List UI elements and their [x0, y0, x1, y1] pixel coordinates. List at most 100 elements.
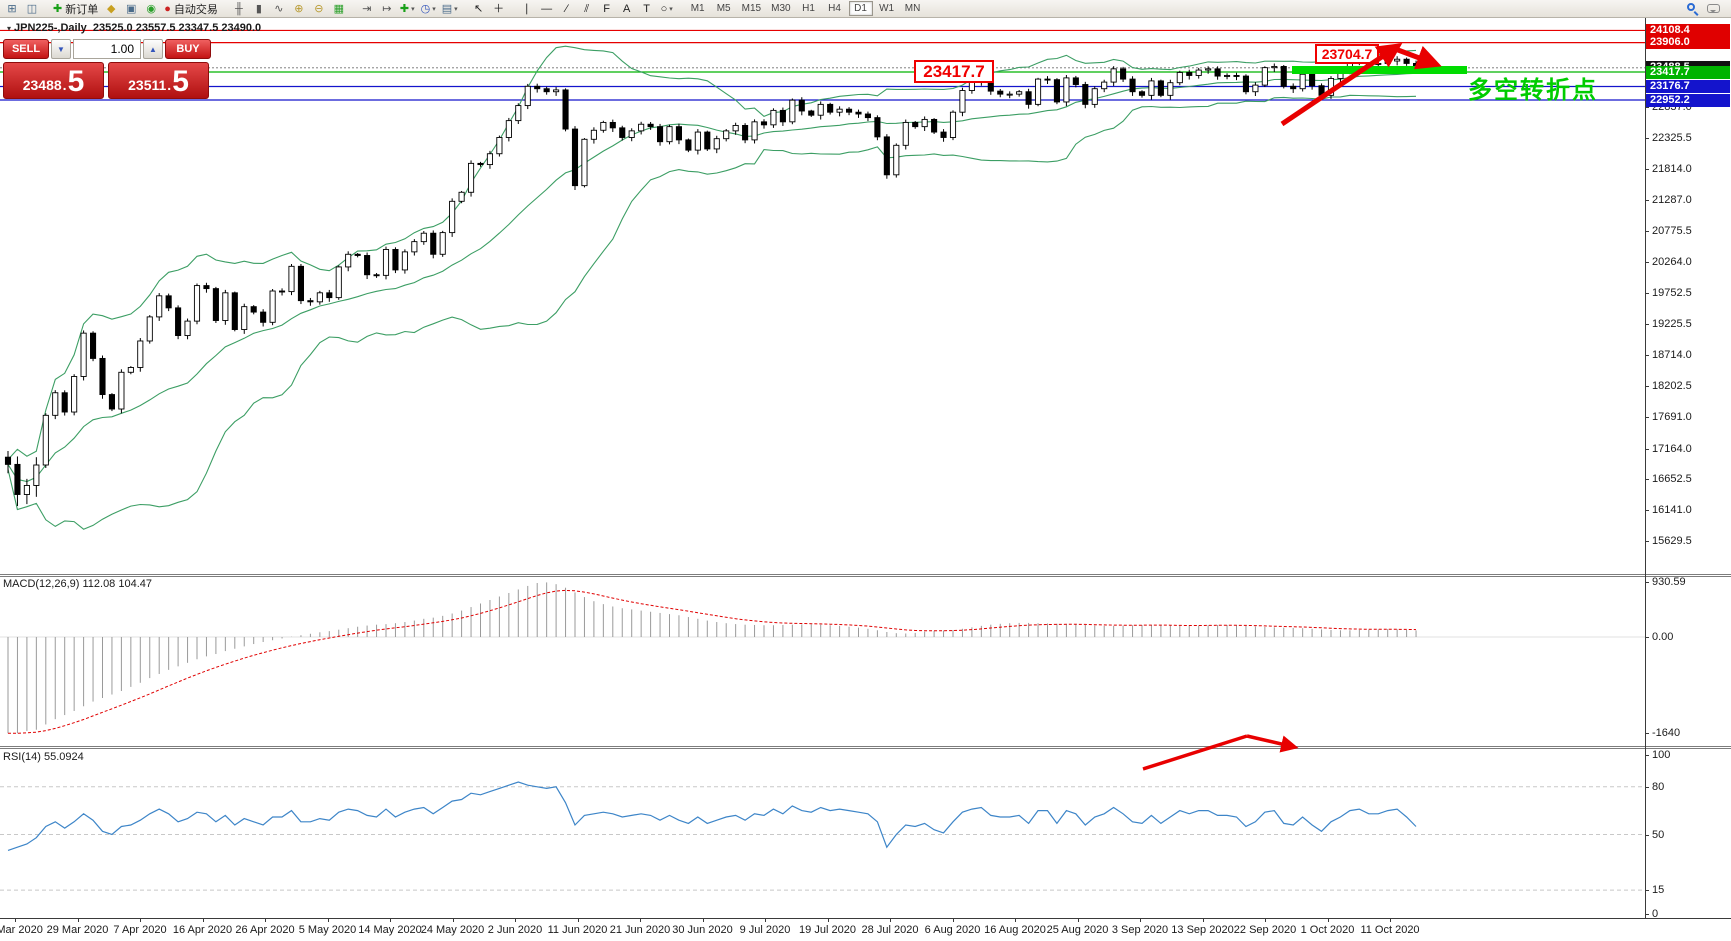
- price-tick-18714.0: 18714.0: [1652, 349, 1692, 362]
- candle-body: [1025, 91, 1032, 105]
- date-tick: [1077, 918, 1079, 922]
- candle-body: [619, 127, 626, 138]
- date-tick: [327, 918, 329, 922]
- fibonacci-icon[interactable]: F: [598, 1, 616, 17]
- crosshair-icon[interactable]: ＋: [490, 1, 508, 17]
- zoom-out-icon[interactable]: ⊖: [310, 1, 328, 17]
- date-label-11-Oct-2020: 11 Oct 2020: [1360, 924, 1420, 936]
- candle-body: [496, 137, 503, 155]
- date-tick: [140, 918, 141, 922]
- pane-separator-rsi[interactable]: [0, 746, 1731, 749]
- sell-price-panel[interactable]: 23488 . 5: [3, 62, 104, 99]
- search-icon[interactable]: [1684, 1, 1702, 17]
- sell-button[interactable]: SELL: [3, 39, 49, 59]
- timeframe-m30[interactable]: M30: [771, 3, 791, 14]
- main-chart-canvas[interactable]: [0, 18, 1645, 574]
- bollinger-lower: [7, 94, 1417, 530]
- indicators-menu[interactable]: ✚ ▾: [398, 1, 417, 17]
- text-label-icon[interactable]: T: [638, 1, 656, 17]
- candle-body: [1148, 80, 1155, 96]
- timeframe-m15[interactable]: M15: [741, 3, 762, 14]
- ohlc-values: 23525.0 23557.5 23347.5 23490.0: [92, 22, 262, 34]
- new-order-button[interactable]: ✚ 新订单: [51, 1, 100, 17]
- candle-body: [921, 118, 928, 128]
- candle-body: [817, 103, 824, 116]
- candle-body: [241, 306, 248, 330]
- candle-body: [1233, 75, 1240, 77]
- date-tick: [952, 918, 954, 922]
- candle-body: [458, 191, 465, 202]
- candle-body: [675, 126, 682, 141]
- chart-shift-icon[interactable]: ⇥: [358, 1, 376, 17]
- new-chart-icon-glyph: ⊞: [7, 2, 17, 15]
- candle-body: [345, 253, 352, 268]
- axis-tick: [1645, 416, 1649, 418]
- date-label-26-Apr-2020: 26 Apr 2020: [235, 924, 295, 936]
- candle-body: [1044, 78, 1051, 81]
- level-annotation-box-23704[interactable]: 23704.7: [1315, 44, 1379, 64]
- green-highlight-bar[interactable]: [1292, 66, 1467, 74]
- buy-price-panel[interactable]: 23511 . 5: [108, 62, 209, 99]
- signal-icon[interactable]: ◉: [142, 1, 160, 17]
- date-tick: [1327, 918, 1329, 922]
- zoom-in-icon[interactable]: ⊕: [290, 1, 308, 17]
- periods-menu[interactable]: ◷ ▾: [419, 1, 438, 17]
- line-chart-icon[interactable]: ∿: [270, 1, 288, 17]
- buy-button[interactable]: BUY: [165, 39, 211, 59]
- timeframe-m1[interactable]: M1: [690, 3, 705, 14]
- candle-body: [1091, 88, 1098, 105]
- trendline-icon[interactable]: ∕: [558, 1, 576, 17]
- pane-separator-macd[interactable]: [0, 574, 1731, 577]
- candle-body: [486, 153, 494, 166]
- timeframe-h4[interactable]: H4: [828, 3, 841, 14]
- bar-chart-icon[interactable]: ╫: [230, 1, 248, 17]
- channel-icon[interactable]: ⫽: [578, 1, 596, 17]
- candle-body: [1195, 69, 1202, 76]
- candle-body: [779, 109, 786, 123]
- sell-price-dot: .: [62, 77, 67, 93]
- macd-pane-canvas[interactable]: [0, 577, 1645, 745]
- shapes-menu[interactable]: ○ ▾: [658, 1, 676, 17]
- axis-tick: [1645, 168, 1649, 170]
- tile-windows-icon[interactable]: ▦: [330, 1, 348, 17]
- crosshair-icon-glyph: ＋: [493, 2, 505, 15]
- date-tick: [15, 918, 16, 922]
- candle-body: [931, 118, 938, 133]
- styles-bucket-icon[interactable]: ◆: [102, 1, 120, 17]
- chart-preview-icon[interactable]: ◫: [23, 1, 41, 17]
- vertical-line-icon[interactable]: ∣: [518, 1, 536, 17]
- candle-body: [1242, 75, 1249, 93]
- candle-body: [1384, 60, 1391, 64]
- profiles-icon[interactable]: ▣: [122, 1, 140, 17]
- candle-body: [638, 123, 645, 132]
- timeframe-m5[interactable]: M5: [716, 3, 731, 14]
- volume-input[interactable]: [73, 39, 141, 59]
- volume-up-button[interactable]: ▲: [143, 39, 163, 59]
- date-label-7-Apr-2020: 7 Apr 2020: [113, 924, 167, 936]
- candle-body: [666, 126, 673, 143]
- candle-body: [713, 138, 720, 150]
- chart-autoscroll-icon[interactable]: ↦: [378, 1, 396, 17]
- new-chart-icon[interactable]: ⊞: [3, 1, 21, 17]
- candle-body: [269, 290, 276, 323]
- candle-chart-icon[interactable]: ▮: [250, 1, 268, 17]
- candle-body: [297, 265, 305, 302]
- level-annotation-box-23417[interactable]: 23417.7: [914, 60, 994, 83]
- candle-body: [212, 288, 219, 321]
- timeframe-mn[interactable]: MN: [904, 3, 921, 14]
- cursor-icon[interactable]: ↖: [470, 1, 488, 17]
- candle-body: [609, 121, 616, 129]
- timeframe-d1[interactable]: D1: [848, 1, 873, 16]
- templates-menu[interactable]: ▤ ▾: [440, 1, 460, 17]
- chat-icon[interactable]: [1704, 1, 1722, 17]
- axis-tick: [1645, 355, 1649, 357]
- autotrading-button[interactable]: ● 自动交易: [162, 1, 220, 17]
- candle-body: [515, 105, 522, 122]
- axis-tick: [1645, 914, 1649, 915]
- volume-down-button[interactable]: ▼: [51, 39, 71, 59]
- text-icon[interactable]: A: [618, 1, 636, 17]
- horizontal-line-icon[interactable]: —: [538, 1, 556, 17]
- rsi-pane-canvas[interactable]: [0, 749, 1645, 917]
- timeframe-w1[interactable]: W1: [879, 3, 895, 14]
- timeframe-h1[interactable]: H1: [802, 3, 815, 14]
